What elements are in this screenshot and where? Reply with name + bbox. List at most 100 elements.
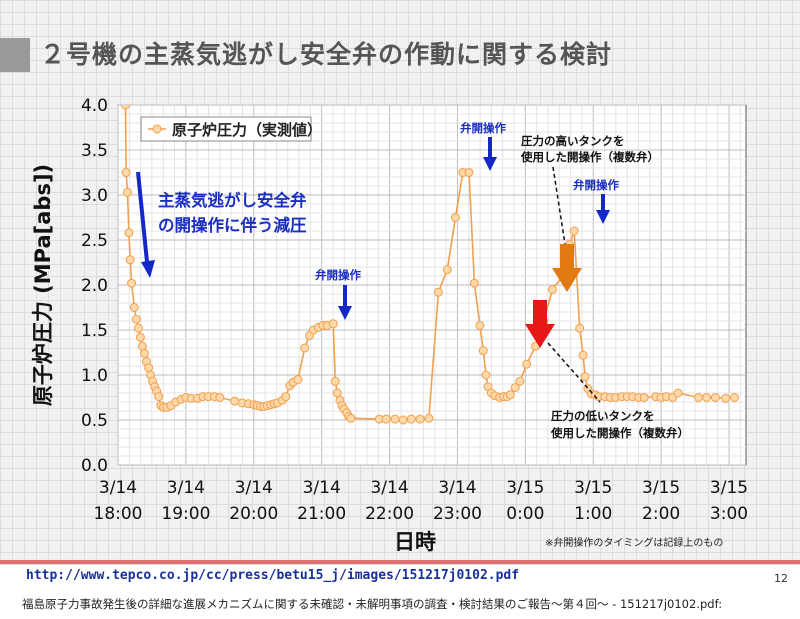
x-tick-date-label: 3/14 <box>99 478 137 498</box>
x-tick-date-label: 3/15 <box>642 478 680 498</box>
data-point <box>721 393 731 403</box>
x-tick-time-label: 18:00 <box>94 504 143 524</box>
x-tick-date-label: 3/14 <box>438 478 476 498</box>
x-tick-date-label: 3/14 <box>370 478 408 498</box>
x-axis-label: 日時 <box>394 530 436 554</box>
data-point <box>510 383 520 393</box>
data-point <box>730 393 739 402</box>
data-point <box>127 278 137 288</box>
data-point <box>133 323 143 333</box>
data-point <box>135 332 145 342</box>
x-tick-time-label: 3:00 <box>710 504 748 524</box>
x-tick-time-label: 0:00 <box>506 504 544 524</box>
y-tick-label: 2.0 <box>81 276 108 296</box>
data-point <box>433 287 443 297</box>
bottom-divider <box>0 560 800 564</box>
data-point <box>293 375 303 384</box>
valve-op-3-arrow-icon <box>596 194 610 224</box>
annotation-valve-op-2: 弁開操作 <box>460 121 506 135</box>
data-point <box>154 392 164 402</box>
slide-background: ２号機の主蒸気逃がし安全弁の作動に関する検討 0.0 0.5 1.0 1.5 2.0 2.… <box>0 0 800 565</box>
annotation-depressurize-line1: 主蒸気逃がし安全弁 <box>158 190 307 210</box>
series-points <box>121 105 739 425</box>
slide-title: ２号機の主蒸気逃がし安全弁の作動に関する検討 <box>40 40 613 69</box>
annotation-low-tank-line2: 使用した開操作（複数弁） <box>550 426 689 440</box>
low-tank-red-arrow-icon <box>525 300 555 348</box>
data-point <box>381 414 391 424</box>
data-point <box>406 414 416 424</box>
pressure-chart: 0.00.51.01.52.02.53.03.54.0 3/1418:003/1… <box>31 96 749 554</box>
y-tick-label: 3.0 <box>81 186 108 206</box>
data-point <box>398 415 408 425</box>
data-point <box>450 213 460 222</box>
legend-marker-swatch <box>152 124 162 134</box>
data-point <box>522 359 532 369</box>
data-point <box>390 414 400 424</box>
data-point <box>475 321 485 330</box>
high-tank-leader-line <box>552 166 566 245</box>
data-point <box>121 168 131 177</box>
x-tick-date-label: 3/15 <box>506 478 544 498</box>
legend-box <box>140 116 312 142</box>
x-tick-time-label: 22:00 <box>365 504 414 524</box>
valve-op-1-arrow-icon <box>338 285 352 320</box>
data-point <box>123 187 132 197</box>
low-tank-leader-line <box>547 342 601 403</box>
y-tick-label: 3.5 <box>81 141 108 161</box>
data-point <box>569 226 579 236</box>
data-point <box>442 265 452 275</box>
legend-label: 原子炉圧力（実測値） <box>172 121 322 139</box>
data-point <box>328 319 338 329</box>
x-tick-date-label: 3/15 <box>710 478 748 498</box>
x-tick-date-label: 3/15 <box>574 478 612 498</box>
data-point <box>124 228 134 238</box>
data-point <box>121 105 130 110</box>
x-tick-time-label: 19:00 <box>161 504 210 524</box>
annotation-high-tank-line1: 圧力の高いタンクを <box>521 134 625 148</box>
annotation-valve-op-3: 弁開操作 <box>573 178 619 192</box>
data-point <box>464 168 474 177</box>
data-point <box>515 376 525 386</box>
data-point <box>125 255 135 265</box>
data-point <box>580 372 590 382</box>
source-url-link[interactable]: http://www.tepco.co.jp/cc/press/betu15_j… <box>26 568 520 583</box>
title-accent-bar <box>0 38 30 72</box>
x-tick-date-label: 3/14 <box>303 478 341 498</box>
annotation-low-tank-line1: 圧力の低いタンクを <box>551 409 655 423</box>
data-point <box>140 348 149 358</box>
timing-footnote: ※弁開操作のタイミングは記録上のもの <box>545 536 723 549</box>
data-point <box>548 285 557 294</box>
x-tick-date-label: 3/14 <box>235 478 273 498</box>
data-point <box>575 323 585 333</box>
data-point <box>673 388 683 398</box>
legend: 原子炉圧力（実測値） <box>140 116 322 142</box>
data-point <box>639 393 649 402</box>
gridlines <box>117 104 746 466</box>
document-footer: 福島原子力事故発生後の詳細な進展メカニズムに関する未確認・未解明事項の調査・検討… <box>22 597 723 611</box>
data-point <box>230 396 240 406</box>
y-tick-label: 2.5 <box>81 231 108 251</box>
data-point <box>330 376 340 386</box>
y-axis-label: 原子炉圧力 (MPa[abs]) <box>31 164 55 406</box>
data-point <box>481 370 491 380</box>
valve-op-2-arrow-icon <box>483 137 497 171</box>
x-axis-ticks: 3/14 18:00 3/14 19:00 3/14 20:00 3/14 21:00 3/14… <box>94 478 749 524</box>
data-point <box>415 414 425 424</box>
y-tick-label: 0.5 <box>81 411 108 431</box>
data-point <box>346 413 356 423</box>
data-point <box>478 346 488 356</box>
data-point <box>710 393 720 402</box>
x-tick-time-label: 20:00 <box>229 504 278 524</box>
y-axis-ticks: 0.0 0.5 1.0 1.5 2.0 2.5 3.0 3.5 4.0 <box>81 96 108 476</box>
x-tick-date-label: 3/14 <box>167 478 205 498</box>
data-point <box>694 393 703 402</box>
x-tick-time-label: 21:00 <box>297 504 346 524</box>
annotation-depressurize-line2: の開操作に伴う減圧 <box>158 215 307 235</box>
data-point <box>505 390 515 400</box>
page-number: 12 <box>774 572 788 585</box>
data-point <box>129 303 139 312</box>
x-tick-time-label: 2:00 <box>642 504 680 524</box>
x-tick-time-label: 1:00 <box>574 504 612 524</box>
data-point <box>215 393 225 402</box>
data-point <box>702 393 712 402</box>
